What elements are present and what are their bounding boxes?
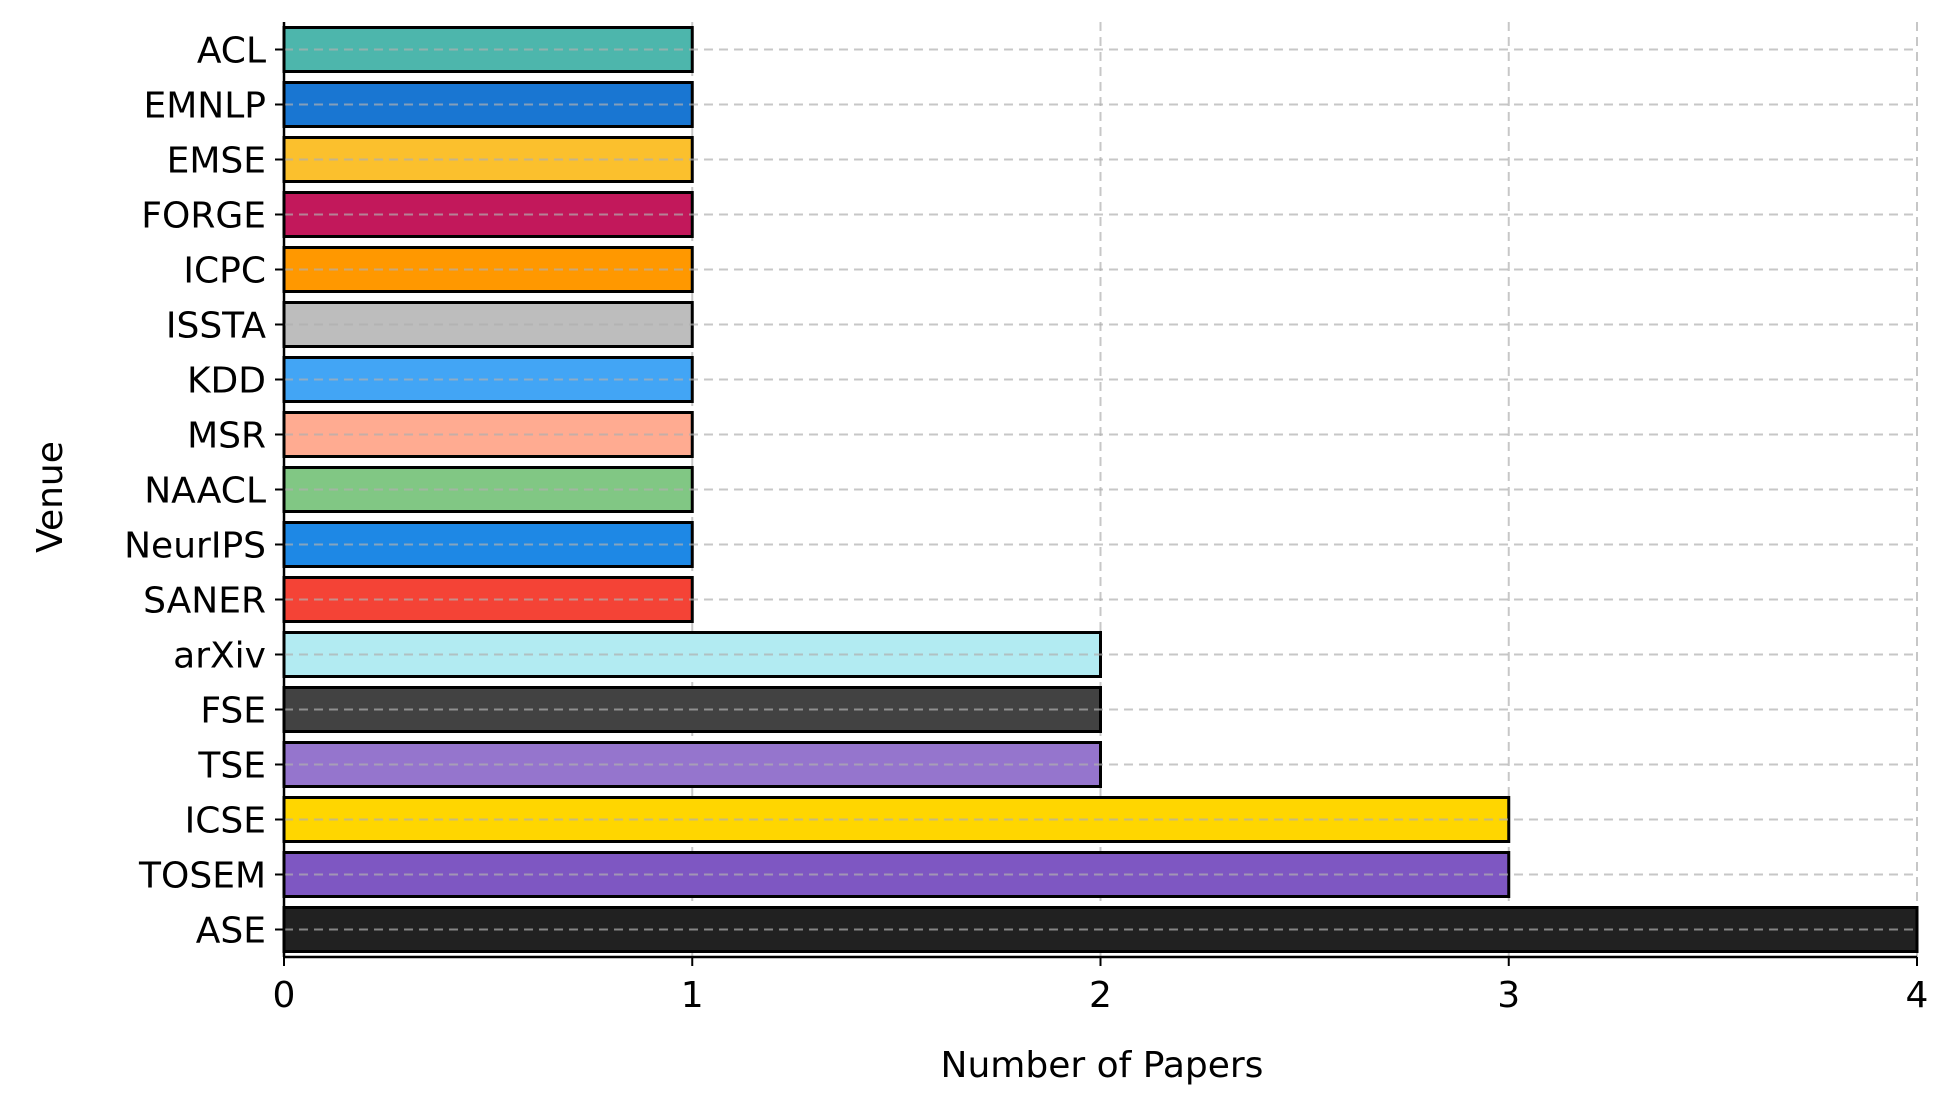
- x-tick-label: 2: [1089, 975, 1112, 1016]
- y-tick-label: ICPC: [183, 251, 266, 292]
- y-tick-label: ISSTA: [166, 306, 267, 347]
- y-tick-label: ICSE: [185, 801, 266, 842]
- y-tick-label: KDD: [187, 361, 266, 402]
- y-tick-label: MSR: [187, 416, 266, 457]
- x-axis-label: Number of Papers: [941, 1045, 1264, 1086]
- y-tick-label: ASE: [196, 911, 266, 952]
- x-tick-label: 0: [273, 975, 296, 1016]
- y-tick-label: EMSE: [167, 141, 266, 182]
- horizontal-grid: [284, 48, 1917, 931]
- y-tick-label: arXiv: [173, 636, 266, 677]
- y-tick-label: NeurIPS: [124, 526, 266, 567]
- axes: [275, 22, 1918, 966]
- y-tick-label: NAACL: [144, 471, 266, 512]
- y-tick-label: ACL: [197, 31, 266, 72]
- y-tick-label: TSE: [197, 746, 266, 787]
- x-tick-label: 3: [1497, 975, 1520, 1016]
- x-tick-label: 4: [1906, 975, 1929, 1016]
- x-tick-labels: 0 1 2 3 4: [273, 975, 1929, 1016]
- y-tick-label: SANER: [143, 581, 266, 622]
- bar-msr: [282, 411, 694, 458]
- y-tick-label: TOSEM: [138, 856, 266, 897]
- y-tick-label: FORGE: [141, 196, 266, 237]
- y-tick-label: FSE: [200, 691, 266, 732]
- y-tick-label: EMNLP: [143, 86, 266, 127]
- y-axis-label: Venue: [30, 441, 71, 553]
- x-tick-label: 1: [681, 975, 704, 1016]
- y-tick-labels: ACL EMNLP EMSE FORGE ICPC ISSTA KDD MSR NAACL Neu…: [124, 31, 266, 952]
